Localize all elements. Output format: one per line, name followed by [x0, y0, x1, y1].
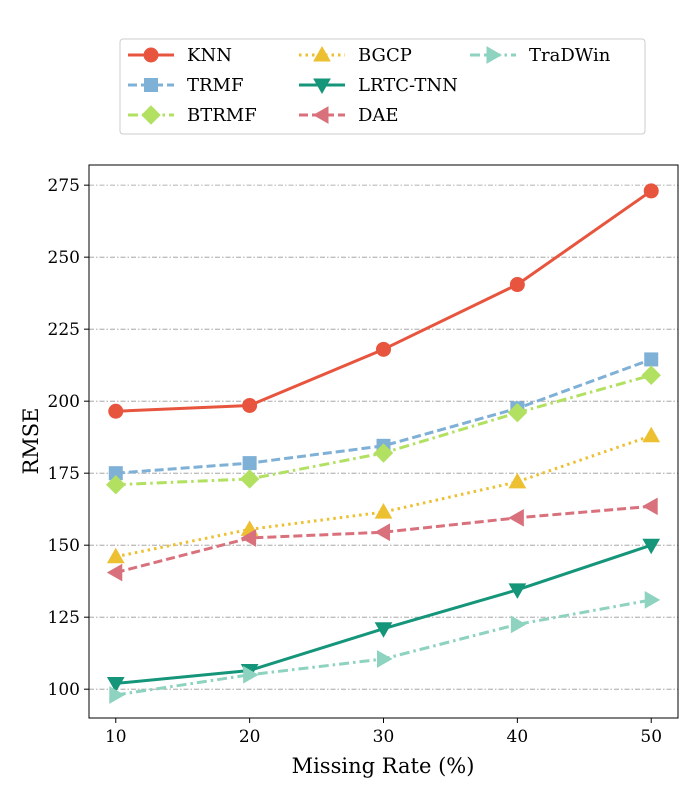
legend-entry: TRMF	[128, 75, 243, 96]
data-point	[643, 183, 659, 199]
legend: KNN TRMF BTRMF BGCP LRTC-TNN DAE TraDWin	[128, 45, 611, 126]
x-tick-label: 10	[105, 727, 127, 747]
data-point	[106, 474, 126, 495]
grid	[89, 184, 678, 690]
series-layer	[106, 183, 661, 704]
data-point	[510, 615, 527, 634]
y-tick-label: 275	[48, 176, 80, 196]
data-point	[242, 456, 257, 471]
legend-entry: TraDWin	[470, 45, 611, 66]
y-axis: 100 125 150 175 200 225 250 275	[48, 176, 89, 700]
series-line	[115, 504, 652, 575]
data-point	[240, 529, 257, 547]
x-tick-label: 30	[373, 727, 395, 747]
legend-marker	[141, 105, 161, 125]
series-lrtc-tnn	[106, 538, 661, 693]
series-btrmf	[106, 365, 661, 495]
data-point	[243, 665, 259, 684]
legend-label: TRMF	[187, 75, 243, 96]
data-point	[373, 443, 394, 463]
data-point	[374, 622, 393, 638]
data-point	[239, 469, 260, 489]
legend-marker	[143, 47, 159, 63]
series-line	[115, 358, 652, 475]
y-tick-label: 225	[48, 320, 80, 340]
legend-marker	[313, 45, 331, 62]
data-point	[377, 650, 393, 668]
x-tick-label: 40	[507, 727, 529, 747]
series-dae	[106, 497, 658, 582]
x-axis: 10 20 30 40 50	[105, 718, 662, 747]
legend-label: DAE	[358, 105, 399, 126]
y-tick-label: 100	[48, 680, 80, 700]
data-point	[641, 365, 661, 385]
legend-entry: LRTC-TNN	[299, 75, 458, 96]
data-point	[109, 686, 125, 704]
legend-marker	[312, 106, 329, 124]
series-tradwin	[109, 591, 661, 704]
data-point	[108, 403, 124, 419]
legend-entry: BTRMF	[128, 105, 257, 126]
y-axis-title: RMSE	[19, 407, 43, 474]
legend-entry: KNN	[128, 45, 232, 66]
data-point	[644, 352, 659, 367]
legend-box	[119, 38, 646, 135]
legend-entry: DAE	[299, 105, 399, 126]
legend-label: TraDWin	[529, 45, 611, 66]
legend-label: LRTC-TNN	[358, 75, 458, 96]
data-point	[242, 397, 258, 413]
series-line	[115, 598, 652, 697]
x-tick-label: 50	[640, 727, 662, 747]
y-tick-label: 175	[48, 464, 80, 484]
y-tick-label: 150	[48, 536, 80, 556]
data-point	[376, 341, 391, 357]
legend-label: KNN	[187, 45, 232, 66]
data-point	[106, 676, 125, 693]
legend-entry: BGCP	[299, 45, 412, 66]
data-point	[508, 583, 527, 599]
data-point	[642, 497, 658, 516]
series-knn	[108, 183, 659, 419]
data-point	[508, 508, 524, 527]
y-tick-label: 200	[48, 392, 80, 412]
y-tick-label: 125	[48, 608, 80, 628]
data-point	[374, 523, 390, 542]
data-point	[374, 503, 393, 519]
data-point	[507, 402, 528, 423]
series-line	[115, 189, 653, 413]
series-line	[115, 434, 652, 559]
legend-label: BGCP	[358, 45, 412, 66]
data-point	[106, 547, 125, 564]
x-tick-label: 20	[239, 727, 261, 747]
data-point	[642, 426, 661, 443]
legend-marker	[144, 78, 158, 92]
data-point	[644, 591, 661, 609]
data-point	[642, 538, 661, 555]
data-point	[106, 563, 123, 582]
legend-label: BTRMF	[187, 105, 257, 126]
legend-marker	[313, 78, 331, 95]
legend-marker	[486, 46, 503, 64]
x-axis-title: Missing Rate (%)	[292, 754, 475, 778]
data-point	[508, 472, 527, 489]
y-tick-label: 250	[48, 248, 80, 268]
data-point	[509, 277, 525, 293]
